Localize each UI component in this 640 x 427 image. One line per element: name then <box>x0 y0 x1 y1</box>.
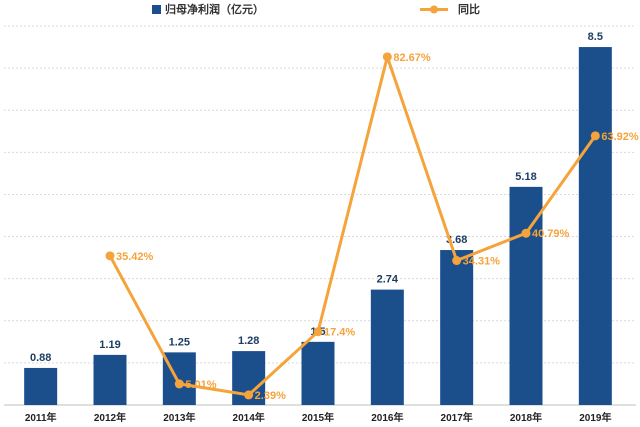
yoy-value-label: 17.4% <box>324 327 355 339</box>
chart-legend: 归母净利润（亿元） 同比 <box>152 2 480 16</box>
x-tick-label: 2014年 <box>233 411 265 424</box>
bar <box>578 47 612 406</box>
yoy-point <box>244 390 254 400</box>
x-tick-label: 2018年 <box>510 411 542 424</box>
yoy-value-label: 34.31% <box>463 256 501 268</box>
x-tick-label: 2016年 <box>371 411 403 424</box>
legend-line-label: 同比 <box>458 2 480 16</box>
yoy-line <box>108 55 597 397</box>
bar <box>509 186 543 405</box>
bar-series <box>24 47 612 406</box>
x-tick-label: 2012年 <box>94 411 126 424</box>
x-tick-label: 2019年 <box>579 411 611 424</box>
yoy-value-label: 82.67% <box>393 52 431 64</box>
yoy-value-label: 40.79% <box>532 228 570 240</box>
bar <box>370 289 404 405</box>
yoy-value-labels: 35.42% 5.01% 2.39% 17.4% 82.67% 34.31% 40.79% 6… <box>116 52 639 402</box>
yoy-value-label: 35.42% <box>116 251 154 263</box>
bar <box>301 341 335 405</box>
yoy-point <box>590 131 600 141</box>
yoy-point <box>313 327 323 337</box>
bar-value-label: 0.88 <box>30 352 51 364</box>
bar <box>440 250 474 405</box>
bar-value-label: 5.18 <box>515 171 536 183</box>
bar <box>24 367 58 405</box>
x-tick-label: 2013年 <box>163 411 195 424</box>
yoy-point <box>521 228 531 238</box>
yoy-value-label: 63.92% <box>601 131 639 143</box>
yoy-value-label: 5.01% <box>185 379 216 391</box>
legend-bar-swatch <box>152 5 161 14</box>
x-axis-ticks: 2011年 2012年 2013年 2014年 2015年 2016年 2017年 2018年… <box>25 411 612 424</box>
x-tick-label: 2011年 <box>25 411 57 424</box>
yoy-point <box>452 256 462 266</box>
yoy-point <box>174 379 184 389</box>
bar-value-label: 1.25 <box>169 336 190 348</box>
legend-bar-label: 归母净利润（亿元） <box>165 2 264 16</box>
bar-value-label: 2.74 <box>377 274 399 286</box>
x-tick-label: 2017年 <box>441 411 473 424</box>
x-tick-label: 2015年 <box>302 411 334 424</box>
bar <box>93 354 127 405</box>
bar-value-label: 1.28 <box>238 335 259 347</box>
yoy-points <box>105 52 600 400</box>
yoy-point <box>382 52 392 62</box>
bar-value-label: 1.19 <box>99 339 120 351</box>
bar-value-label: 8.5 <box>588 31 603 43</box>
yoy-point <box>105 251 115 261</box>
yoy-value-label: 2.39% <box>255 390 286 402</box>
legend-line-dot <box>430 5 438 14</box>
